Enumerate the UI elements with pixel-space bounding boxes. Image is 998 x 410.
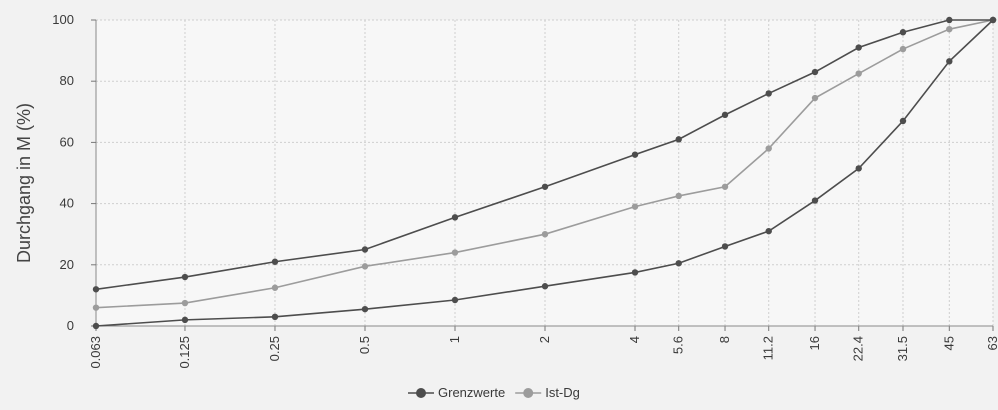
data-point — [451, 296, 459, 304]
data-point — [721, 111, 729, 119]
data-point — [765, 227, 772, 235]
data-point — [181, 299, 189, 307]
data-point — [361, 305, 369, 313]
data-point — [811, 197, 819, 204]
data-point — [92, 304, 100, 311]
x-tick-label: 0.063 — [88, 336, 103, 369]
data-point — [765, 145, 772, 152]
data-point — [541, 183, 549, 190]
data-point — [271, 313, 279, 321]
y-axis-label: Durchgang in M (%) — [14, 103, 34, 263]
plot-area — [96, 20, 993, 326]
x-tick-label: 45 — [941, 336, 956, 350]
x-tick-label: 16 — [807, 336, 822, 350]
data-point — [811, 94, 819, 102]
series-grenzwerte — [92, 16, 997, 330]
x-tick-label: 8 — [717, 336, 732, 343]
y-tick-label: 60 — [60, 134, 74, 149]
data-point — [181, 273, 189, 281]
y-tick-label: 20 — [60, 257, 74, 272]
y-tick-label: 80 — [60, 73, 74, 88]
data-point — [631, 151, 639, 158]
data-point — [946, 25, 953, 33]
axis-labels: Durchgang in M (%) 0 20 40 60 80 100 0.063 0.12… — [14, 12, 998, 369]
data-point — [765, 90, 772, 97]
y-tick-label: 0 — [67, 318, 74, 333]
data-point — [631, 203, 639, 210]
x-tick-label: 0.125 — [177, 336, 192, 369]
data-point — [721, 243, 729, 250]
data-point — [855, 165, 862, 172]
data-point — [899, 117, 907, 125]
data-point — [675, 260, 682, 267]
x-tick-label: 0.5 — [357, 336, 372, 354]
data-point — [451, 249, 459, 256]
data-point — [855, 70, 862, 77]
data-point — [811, 68, 819, 76]
x-tick-label: 5.6 — [671, 336, 686, 354]
data-point — [92, 286, 100, 293]
y-tick-label: 100 — [52, 12, 74, 27]
x-tick-label: 63 — [985, 336, 998, 350]
data-point — [181, 316, 189, 324]
x-tick-label: 31.5 — [895, 336, 910, 361]
data-point — [92, 322, 100, 330]
legend-label: Ist-Dg — [545, 385, 580, 400]
data-point — [855, 44, 862, 51]
legend: Grenzwerte Ist-Dg — [408, 385, 580, 400]
data-point — [631, 269, 639, 276]
data-point — [541, 231, 549, 238]
x-tick-label: 2 — [537, 336, 552, 343]
grid — [95, 19, 994, 327]
data-point — [271, 284, 279, 291]
series-layer — [92, 16, 997, 330]
legend-marker — [416, 388, 426, 398]
data-point — [675, 136, 682, 143]
data-point — [675, 192, 682, 200]
x-tick-label: 1 — [447, 336, 462, 343]
data-point — [946, 58, 953, 65]
data-point — [361, 246, 369, 253]
x-tick-label: 22.4 — [851, 336, 866, 361]
legend-item: Ist-Dg — [515, 385, 580, 400]
data-point — [989, 16, 997, 24]
data-point — [271, 258, 279, 265]
series-grenzwerte — [92, 16, 997, 293]
x-tick-label: 0.25 — [267, 336, 282, 361]
x-tick-label: 11.2 — [761, 336, 776, 360]
data-point — [541, 283, 549, 290]
legend-item: Grenzwerte — [408, 385, 505, 400]
legend-label: Grenzwerte — [438, 385, 505, 400]
data-point — [899, 45, 907, 53]
data-point — [361, 263, 369, 270]
data-point — [451, 214, 459, 221]
y-tick-label: 40 — [60, 196, 74, 211]
legend-marker — [523, 388, 534, 398]
data-point — [946, 16, 953, 24]
data-point — [721, 183, 729, 190]
x-tick-label: 4 — [627, 336, 642, 343]
data-point — [899, 29, 907, 36]
